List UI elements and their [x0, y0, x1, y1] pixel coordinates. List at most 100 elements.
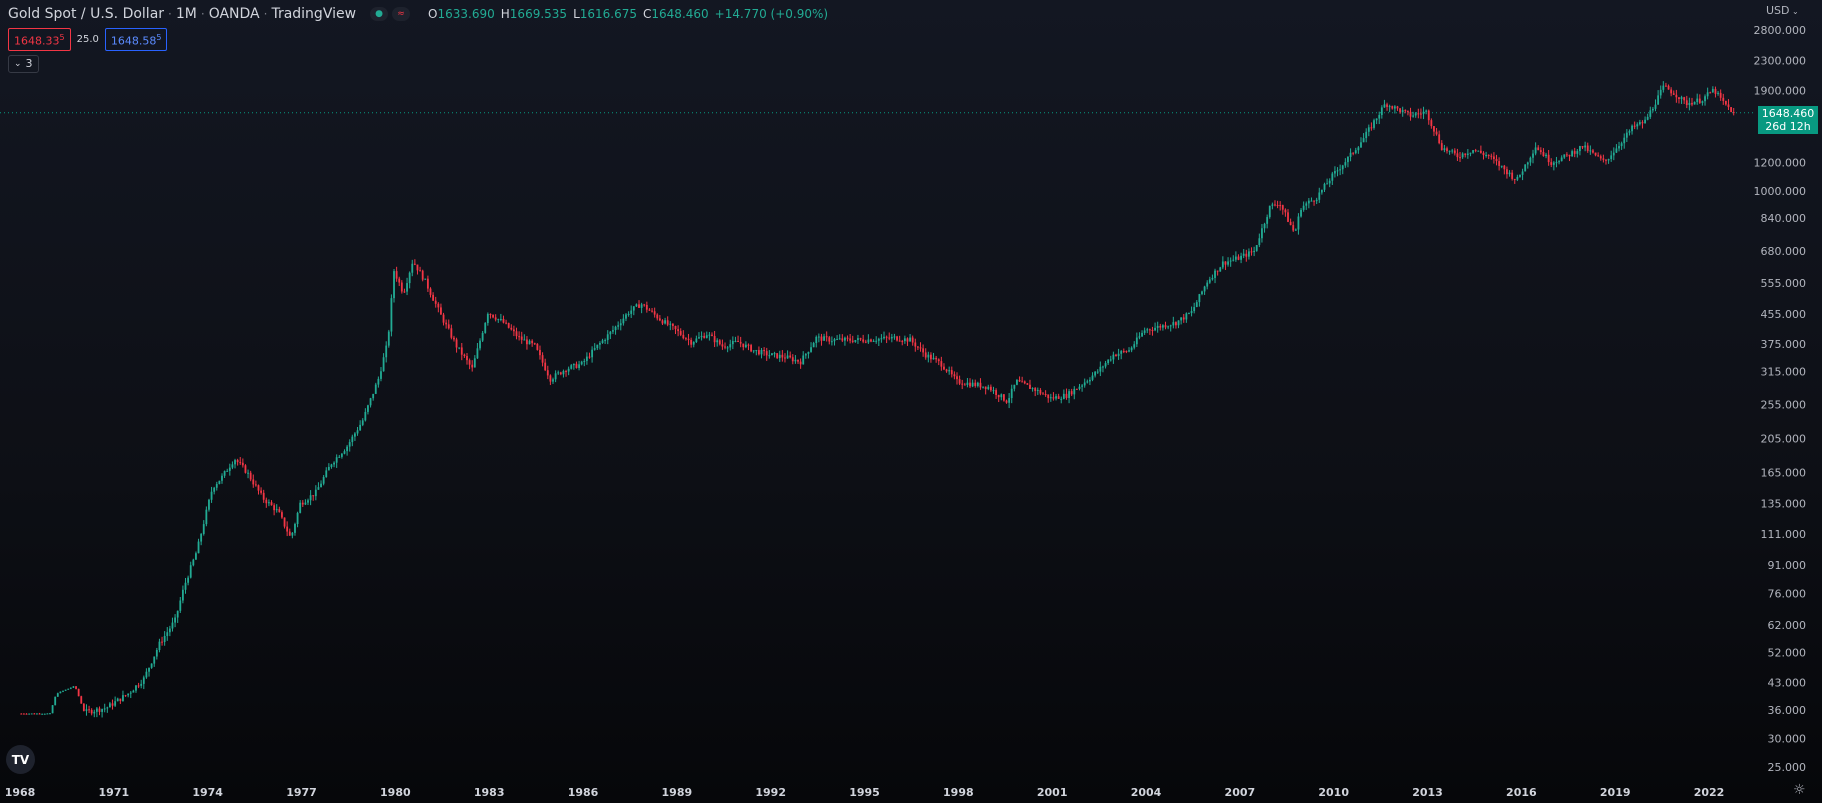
candle [872, 339, 875, 342]
candle [265, 497, 268, 508]
candle [549, 374, 552, 386]
candle [591, 346, 594, 363]
y-tick-label: 375.000 [1761, 338, 1807, 351]
candle [51, 705, 54, 714]
candle [1732, 107, 1735, 116]
candle [716, 338, 719, 347]
candle [1161, 324, 1164, 331]
candle [1724, 100, 1727, 106]
candle [122, 690, 124, 702]
candle [200, 532, 203, 546]
sell-button[interactable]: 1648.335 [8, 28, 71, 51]
candle [1636, 122, 1639, 130]
candle [1229, 257, 1232, 267]
candle [1516, 174, 1519, 182]
candle [1550, 158, 1553, 168]
candle [1672, 90, 1675, 96]
candle [473, 355, 476, 368]
candle [1722, 93, 1725, 105]
candle [1060, 396, 1063, 404]
candle [1620, 141, 1623, 150]
candle [570, 363, 573, 370]
candle [1378, 111, 1381, 125]
market-status[interactable]: ● ≈ [370, 7, 411, 21]
candle [609, 330, 612, 340]
candle [961, 379, 964, 390]
candle [343, 449, 346, 455]
candle [421, 269, 424, 282]
currency-selector[interactable]: USD ⌄ [1766, 4, 1799, 17]
indicators-toggle[interactable]: ⌄ 3 [8, 55, 39, 73]
x-tick-label: 2010 [1318, 786, 1349, 799]
y-tick-label: 1900.000 [1754, 85, 1807, 98]
candle [254, 480, 257, 487]
candle [1631, 124, 1633, 135]
candle [1623, 133, 1626, 149]
candle [1305, 201, 1308, 210]
candle [744, 341, 747, 349]
candle [963, 382, 966, 386]
candle [1503, 164, 1506, 175]
candle [145, 668, 148, 679]
candle [1354, 147, 1357, 155]
candle [56, 692, 59, 697]
settings-icon[interactable]: ☼ [1793, 782, 1806, 798]
candle [1683, 96, 1686, 104]
candle [1120, 349, 1123, 360]
candle [864, 339, 867, 344]
candle [49, 712, 51, 715]
candle [22, 713, 25, 715]
candle [88, 705, 90, 714]
candle [1271, 202, 1274, 210]
candle [1688, 97, 1691, 111]
candle [546, 365, 549, 380]
candle [1472, 150, 1474, 154]
x-tick-label: 1980 [380, 786, 411, 799]
candle [679, 328, 682, 337]
candle [593, 343, 596, 351]
tradingview-logo-icon[interactable]: TV [6, 745, 35, 774]
candle [1704, 94, 1706, 106]
candle [1203, 285, 1206, 295]
candle [471, 360, 474, 372]
candle [1519, 174, 1521, 178]
candle [1435, 128, 1438, 136]
candle [1521, 168, 1524, 181]
interval-label[interactable]: 1M [175, 6, 197, 22]
candle [1433, 126, 1435, 137]
candle [429, 287, 432, 298]
x-tick-label: 1992 [755, 786, 786, 799]
candle [664, 317, 666, 325]
candle [1492, 152, 1495, 164]
candle [588, 352, 591, 359]
candle [1039, 388, 1042, 396]
candle [789, 351, 792, 359]
candle [567, 366, 570, 376]
candle [1146, 327, 1149, 334]
candle [768, 350, 771, 359]
candle [64, 689, 67, 691]
candle [1300, 208, 1302, 218]
candle [995, 388, 998, 399]
candle [870, 338, 872, 343]
candle [781, 350, 784, 362]
symbol-title[interactable]: Gold Spot / U.S. Dollar [8, 6, 165, 22]
candle [1000, 393, 1003, 401]
candle [1242, 249, 1245, 259]
candle [486, 312, 489, 326]
candle [1031, 387, 1034, 392]
candle [953, 371, 956, 380]
candle [515, 327, 518, 340]
candle [432, 292, 435, 301]
candle [705, 331, 708, 339]
candle [1508, 170, 1511, 177]
candle [1148, 328, 1151, 335]
candle [1675, 89, 1678, 103]
candle [901, 339, 904, 346]
candle [1313, 200, 1315, 206]
buy-button[interactable]: 1648.585 [104, 28, 168, 51]
candle [645, 301, 648, 313]
candle [935, 355, 938, 363]
candle [958, 375, 961, 386]
